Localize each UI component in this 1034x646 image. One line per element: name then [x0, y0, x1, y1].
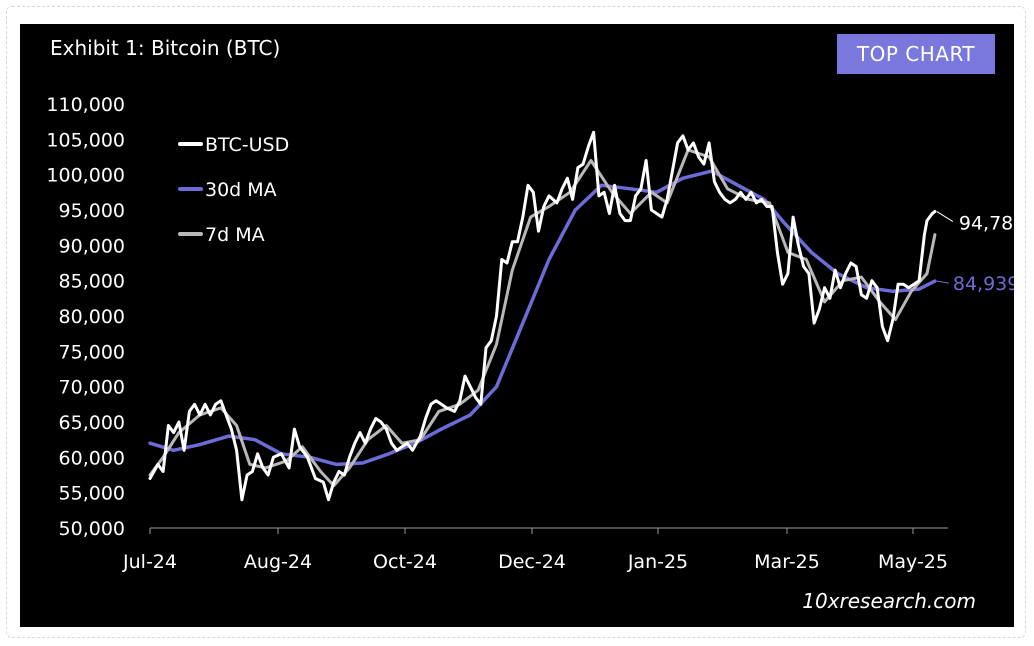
y-tick-label: 60,000: [59, 447, 125, 469]
watermark: 10xresearch.com: [802, 589, 976, 613]
legend-ma7-label: 7d MA: [205, 224, 265, 246]
btc-end-label: 94,783: [959, 213, 1014, 235]
chart-panel: Exhibit 1: Bitcoin (BTC) TOP CHART 50,00…: [20, 24, 1014, 627]
ma30-end-leader: [936, 280, 949, 284]
x-tick-label: Dec-24: [498, 551, 566, 573]
y-tick-label: 105,000: [46, 129, 125, 151]
outer-frame: [6, 6, 1026, 638]
top-chart-badge: TOP CHART: [837, 34, 995, 74]
btc-usd-line: [148, 130, 937, 502]
y-tick-label: 65,000: [59, 412, 125, 434]
x-tick-label: May-25: [878, 551, 948, 573]
y-tick-label: 80,000: [59, 306, 125, 328]
btc-end-leader: [936, 211, 954, 222]
y-tick-label: 90,000: [59, 235, 125, 257]
y-tick-label: 75,000: [59, 341, 125, 363]
y-tick-label: 85,000: [59, 271, 125, 293]
x-tick-label: Jul-24: [122, 551, 177, 573]
y-tick-label: 55,000: [59, 483, 125, 505]
x-tick-label: Jan-25: [627, 551, 688, 573]
legend-ma30-label: 30d MA: [205, 179, 277, 201]
ma7-line: [148, 148, 937, 488]
y-tick-label: 70,000: [59, 377, 125, 399]
x-tick-label: Oct-24: [373, 551, 437, 573]
y-tick-label: 50,000: [59, 518, 125, 540]
ma30-end-label: 84,939: [953, 273, 1014, 295]
y-tick-label: 110,000: [46, 94, 125, 116]
x-tick-label: Aug-24: [244, 551, 312, 573]
y-tick-label: 95,000: [59, 200, 125, 222]
chart-title: Exhibit 1: Bitcoin (BTC): [50, 36, 281, 60]
legend-btc-usd-label: BTC-USD: [205, 134, 289, 156]
btc-line-chart: 50,000 55,000 60,000 65,000 70,000 75,000 80,0…: [46, 94, 1014, 573]
y-tick-label: 100,000: [46, 165, 125, 187]
x-tick-label: Mar-25: [754, 551, 820, 573]
